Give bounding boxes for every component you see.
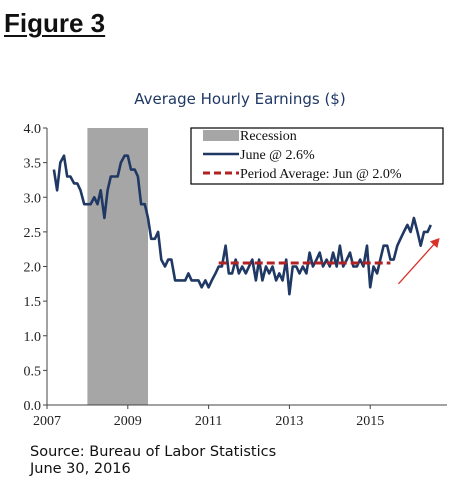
legend-series-label: June @ 2.6% [240, 148, 315, 163]
y-tick-label: 4.0 [24, 122, 42, 137]
y-tick-label: 0.5 [24, 364, 42, 379]
y-tick-label: 1.5 [24, 295, 42, 310]
y-tick-label: 3.0 [24, 191, 42, 206]
x-tick-label: 2013 [275, 414, 303, 429]
y-tick-label: 2.0 [24, 261, 42, 276]
x-tick-label: 2009 [114, 414, 142, 429]
x-tick-label: 2011 [195, 414, 222, 429]
x-tick-label: 2007 [33, 414, 61, 429]
series-line-june [52, 154, 432, 296]
source-note: Source: Bureau of Labor Statistics June … [30, 444, 276, 478]
y-tick-label: 0.0 [24, 399, 42, 414]
chart-title: Average Hourly Earnings ($) [134, 90, 345, 108]
y-tick-label: 2.5 [24, 226, 42, 241]
y-tick-label: 1.0 [24, 330, 42, 345]
figure-label: Figure 3 [4, 8, 106, 38]
source-line-1: Source: Bureau of Labor Statistics [30, 444, 277, 460]
legend-recession-label: Recession [240, 129, 297, 144]
source-line-2: June 30, 2016 [30, 461, 131, 477]
trend-arrow [398, 238, 440, 285]
legend: Recession June @ 2.6% Period Average: Ju… [190, 127, 444, 185]
y-tick-label: 3.5 [24, 157, 42, 172]
x-tick-label: 2015 [356, 414, 384, 429]
legend-average-label: Period Average: Jun @ 2.0% [240, 167, 402, 182]
plot-area: 0.0 0.5 1.0 1.5 2.0 2.5 3.0 3.5 4.0 2007 2009 2011 2… [24, 122, 447, 429]
legend-recession-swatch [203, 130, 239, 141]
recession-band [87, 128, 149, 405]
